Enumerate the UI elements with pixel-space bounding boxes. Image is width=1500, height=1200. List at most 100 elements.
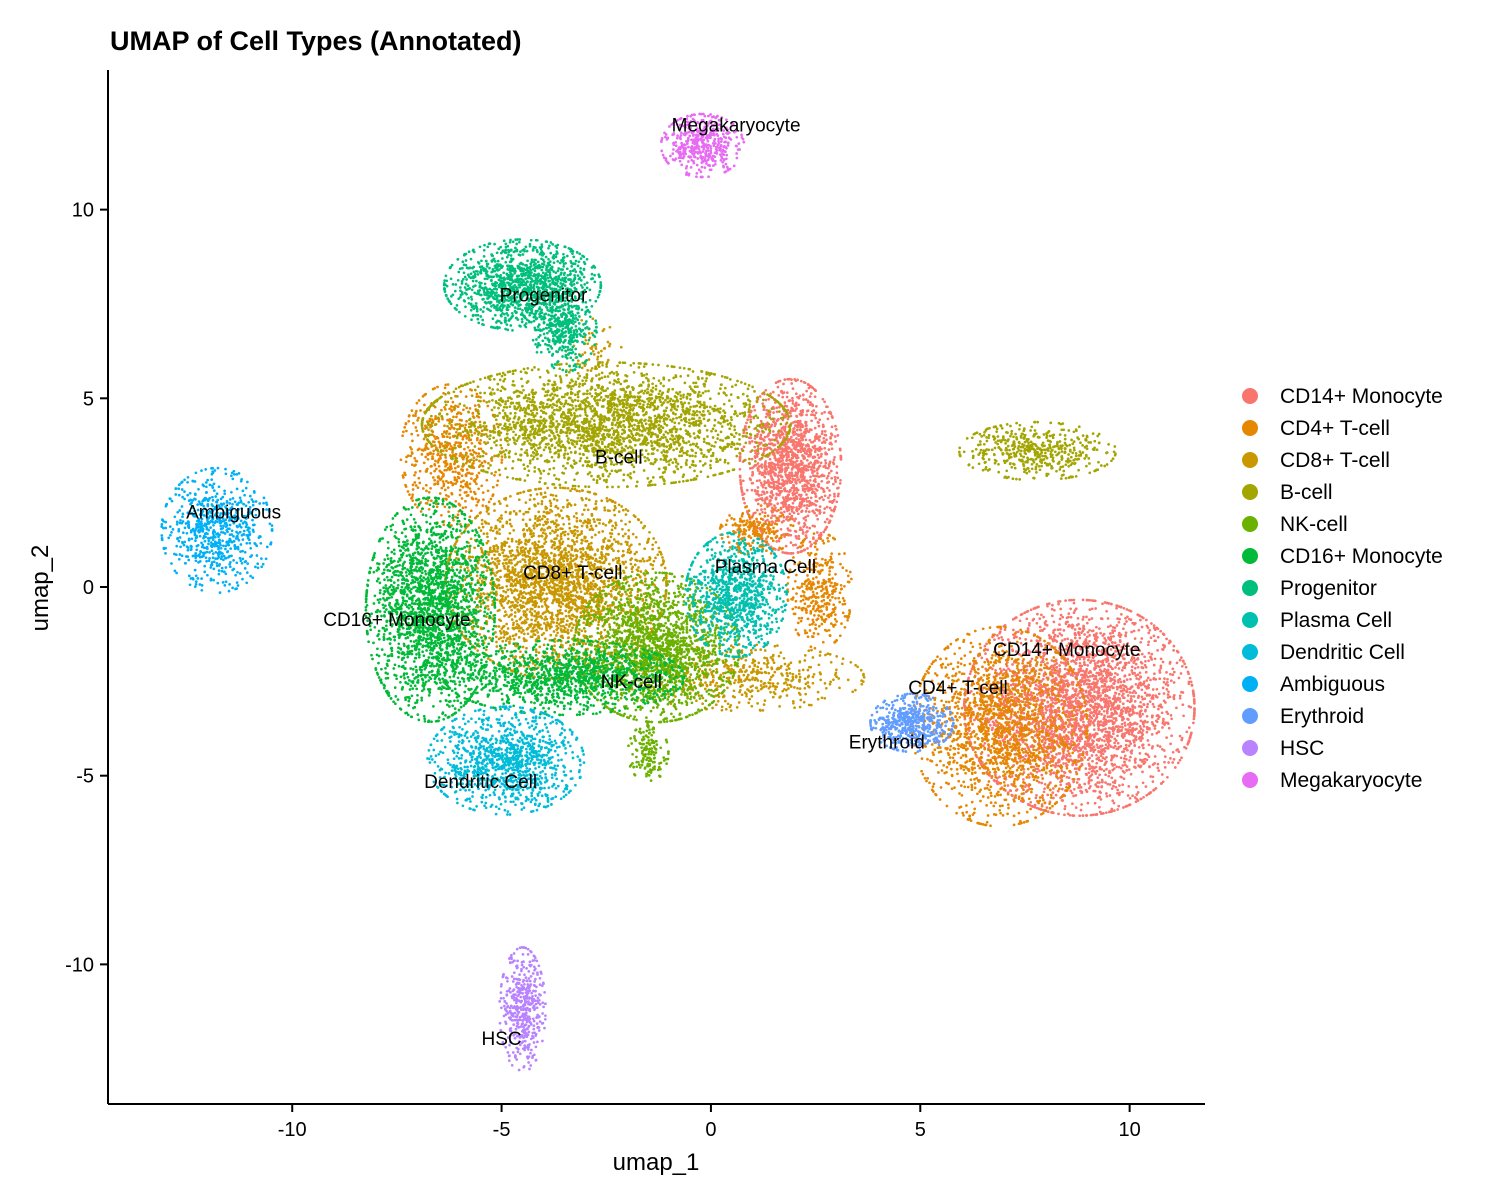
data-point	[1022, 778, 1025, 781]
data-point	[1089, 720, 1093, 723]
data-point	[1079, 718, 1083, 722]
data-point	[1102, 709, 1106, 713]
data-point	[776, 441, 780, 445]
data-point	[1092, 728, 1096, 731]
data-point	[815, 514, 818, 517]
data-point	[1035, 770, 1039, 774]
data-point	[1142, 795, 1145, 799]
data-point	[1097, 739, 1101, 743]
data-point	[819, 531, 823, 535]
data-point	[1141, 666, 1145, 670]
data-point	[1097, 758, 1101, 762]
data-point	[1139, 739, 1143, 743]
data-point	[795, 475, 799, 479]
data-point	[1052, 697, 1056, 701]
data-point	[1129, 755, 1132, 759]
data-point	[1144, 618, 1148, 622]
data-point	[776, 418, 779, 422]
data-point	[1133, 705, 1136, 709]
data-point	[756, 489, 760, 493]
data-point	[1139, 675, 1142, 678]
data-point	[1077, 759, 1081, 763]
data-point	[1082, 675, 1086, 679]
data-point	[1058, 664, 1061, 667]
data-point	[1073, 628, 1077, 631]
data-point	[1101, 602, 1104, 606]
data-point	[824, 459, 827, 462]
data-point	[808, 395, 812, 398]
data-point	[1163, 645, 1166, 649]
data-point	[969, 670, 973, 673]
data-point	[791, 462, 795, 466]
data-point	[1140, 661, 1144, 665]
data-point	[828, 520, 831, 524]
data-point	[1087, 720, 1090, 724]
data-point	[1100, 778, 1104, 782]
data-point	[1193, 702, 1196, 705]
data-point	[1091, 733, 1095, 737]
data-point	[959, 766, 963, 770]
data-point	[797, 493, 801, 497]
data-point	[807, 510, 811, 514]
data-point	[948, 748, 952, 752]
data-point	[1145, 758, 1149, 762]
data-point	[788, 476, 792, 480]
data-point	[828, 411, 832, 415]
data-point	[1042, 762, 1045, 766]
data-point	[813, 478, 817, 481]
data-point	[1055, 666, 1058, 669]
data-point	[1132, 741, 1136, 744]
data-point	[833, 475, 837, 479]
data-point	[779, 459, 783, 463]
data-point	[826, 405, 829, 409]
data-point	[1146, 643, 1150, 647]
data-point	[745, 421, 748, 425]
data-point	[829, 514, 833, 517]
data-point	[806, 496, 810, 500]
data-point	[1078, 627, 1082, 631]
data-point	[1077, 668, 1081, 671]
data-point	[1026, 609, 1030, 613]
data-point	[806, 547, 809, 550]
data-point	[993, 721, 996, 725]
data-point	[1103, 739, 1106, 743]
data-point	[998, 631, 1001, 635]
data-point	[1139, 719, 1143, 723]
data-point	[1077, 754, 1081, 758]
data-point	[1058, 623, 1061, 626]
data-point	[765, 491, 769, 494]
data-point	[1154, 639, 1157, 643]
data-point	[1089, 671, 1093, 674]
data-point	[1147, 640, 1151, 644]
data-point	[1093, 690, 1096, 694]
data-point	[1074, 699, 1077, 703]
data-point	[1093, 770, 1096, 773]
data-point	[806, 529, 809, 533]
data-point	[823, 430, 827, 433]
data-point	[1050, 736, 1054, 740]
data-point	[1150, 622, 1153, 625]
data-point	[802, 434, 806, 437]
data-point	[822, 498, 825, 502]
data-point	[1163, 760, 1166, 764]
data-point	[759, 481, 763, 485]
data-point	[1082, 682, 1086, 686]
data-point	[1117, 631, 1121, 635]
data-point	[1193, 707, 1196, 710]
data-point	[1053, 710, 1057, 714]
data-point	[1013, 696, 1017, 700]
data-point	[1036, 713, 1040, 716]
data-point	[1192, 717, 1196, 721]
data-point	[1094, 664, 1097, 667]
data-point	[788, 512, 792, 516]
data-point	[780, 453, 784, 456]
data-point	[1064, 713, 1068, 717]
data-point	[1104, 773, 1107, 777]
data-point	[791, 551, 795, 555]
data-point	[816, 420, 820, 424]
data-point	[778, 379, 782, 383]
data-point	[1172, 644, 1176, 648]
data-point	[1101, 678, 1105, 682]
data-point	[1096, 720, 1100, 723]
data-point	[1107, 774, 1111, 778]
